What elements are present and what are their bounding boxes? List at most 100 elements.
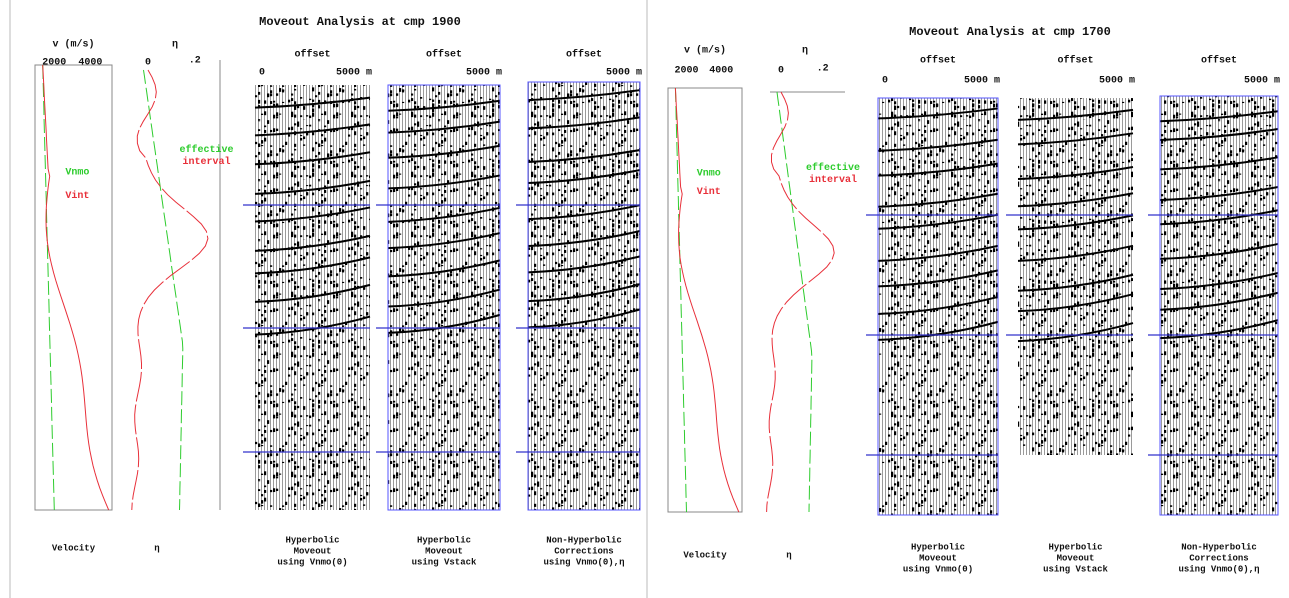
- reflection-event: [254, 206, 371, 223]
- reflection-event: [387, 288, 501, 308]
- reflection-event: [254, 96, 371, 109]
- vint-curve: [42, 64, 110, 511]
- reflection-event: [1017, 244, 1134, 262]
- gather-tick-label: 5000 m: [606, 68, 642, 79]
- vnmo-curve: [674, 87, 687, 513]
- reflection-event: [527, 149, 641, 163]
- eta-caption: η: [154, 543, 159, 553]
- vnmo-curve: [42, 64, 55, 511]
- velocity-tick-label: 4000: [709, 66, 733, 77]
- vint-curve: [674, 87, 740, 513]
- gather-axis-label: offset: [1201, 55, 1237, 67]
- reflection-event: [387, 232, 501, 250]
- reflection-event: [527, 308, 641, 329]
- reflection-event: [254, 123, 371, 137]
- reflection-event: [1017, 132, 1134, 146]
- reflection-event: [877, 213, 999, 230]
- reflection-event: [877, 192, 999, 208]
- gather-caption: Non-Hyperbolic: [1181, 542, 1257, 552]
- velocity-legend: Vint: [65, 190, 89, 202]
- reflection-event: [1159, 209, 1279, 226]
- reflection-event: [1017, 166, 1134, 180]
- gather-tick-label: 5000 m: [336, 68, 372, 79]
- reflection-event: [1159, 128, 1279, 142]
- velocity-frame: [34, 64, 113, 511]
- gather-tick-label: 5000 m: [466, 68, 502, 79]
- reflection-event: [254, 315, 371, 336]
- reflection-event: [1159, 272, 1279, 290]
- gather-caption: Corrections: [1189, 553, 1248, 563]
- gather-caption: using Vnmo(0),η: [1178, 564, 1259, 574]
- gather-frame: [387, 84, 501, 511]
- reflection-event: [877, 138, 999, 152]
- velocity-caption: Velocity: [683, 550, 727, 560]
- reflection-event: [877, 320, 999, 341]
- gather-axis-label: offset: [920, 55, 956, 67]
- reflection-event: [254, 234, 371, 252]
- reflection-event: [1159, 319, 1279, 340]
- reflection-event: [254, 283, 371, 303]
- gather-caption: Moveout: [425, 546, 463, 556]
- velocity-axis-label: v (m/s): [684, 45, 726, 57]
- reflection-event: [387, 99, 501, 112]
- gather-caption: Hyperbolic: [285, 535, 339, 545]
- velocity-legend: Vnmo: [697, 168, 721, 179]
- gather-frame: [1159, 95, 1279, 516]
- eta-effective-curve: [143, 69, 184, 511]
- reflection-event: [254, 179, 371, 195]
- gather-caption: Moveout: [294, 546, 332, 556]
- reflection-event: [387, 174, 501, 190]
- eta-tick-label: .2: [817, 64, 829, 75]
- gather-tick-label: 5000 m: [1244, 76, 1280, 87]
- gather-caption: Hyperbolic: [1048, 542, 1102, 552]
- gather-frame: [877, 97, 999, 516]
- reflection-event: [254, 256, 371, 275]
- gather-caption: Moveout: [919, 553, 957, 563]
- reflection-event: [1017, 273, 1134, 292]
- gather-caption: Corrections: [554, 546, 613, 556]
- reflection-event: [1159, 110, 1279, 123]
- reflection-event: [877, 244, 999, 262]
- gather-caption: using Vnmo(0): [903, 564, 973, 574]
- eta-legend: interval: [809, 174, 857, 186]
- eta-interval-curve: [131, 69, 209, 511]
- reflection-event: [527, 230, 641, 248]
- eta-legend: effective: [179, 144, 233, 156]
- gather-caption: using Vnmo(0): [277, 557, 347, 567]
- reflection-event: [877, 107, 999, 120]
- reflection-event: [1017, 214, 1134, 231]
- gather-axis-label: offset: [294, 49, 330, 61]
- seismic-gather: [1018, 98, 1133, 455]
- seismic-gather: [388, 85, 500, 510]
- seismic-gather: [878, 98, 998, 515]
- gather-caption: using Vstack: [412, 557, 477, 567]
- reflection-event: [387, 144, 501, 159]
- gather-caption: Hyperbolic: [417, 535, 471, 545]
- gather-caption: using Vnmo(0),η: [543, 557, 624, 567]
- eta-axis-label: η: [802, 46, 808, 57]
- eta-axis-label: η: [172, 40, 178, 51]
- reflection-event: [1159, 185, 1279, 201]
- reflection-event: [1159, 242, 1279, 260]
- eta-interval-curve: [766, 91, 835, 513]
- reflection-event: [1159, 291, 1279, 311]
- eta-effective-curve: [776, 91, 813, 513]
- velocity-legend: Vint: [697, 186, 721, 198]
- velocity-caption: Velocity: [52, 543, 96, 553]
- velocity-legend: Vnmo: [65, 167, 89, 178]
- reflection-event: [527, 89, 641, 102]
- gather-axis-label: offset: [1057, 55, 1093, 67]
- velocity-frame: [667, 87, 743, 513]
- seismic-gather: [1160, 96, 1278, 515]
- velocity-tick-label: 4000: [78, 58, 102, 69]
- reflection-event: [387, 259, 501, 278]
- eta-tick-label: .2: [189, 56, 201, 67]
- gather-tick-label: 0: [882, 76, 888, 87]
- velocity-tick-label: 2000: [674, 66, 698, 77]
- velocity-tick-label: 2000: [42, 58, 66, 69]
- gather-caption: Hyperbolic: [911, 542, 965, 552]
- reflection-event: [877, 295, 999, 315]
- reflection-event: [1017, 192, 1134, 208]
- gather-caption: Moveout: [1057, 553, 1095, 563]
- reflection-event: [527, 283, 641, 303]
